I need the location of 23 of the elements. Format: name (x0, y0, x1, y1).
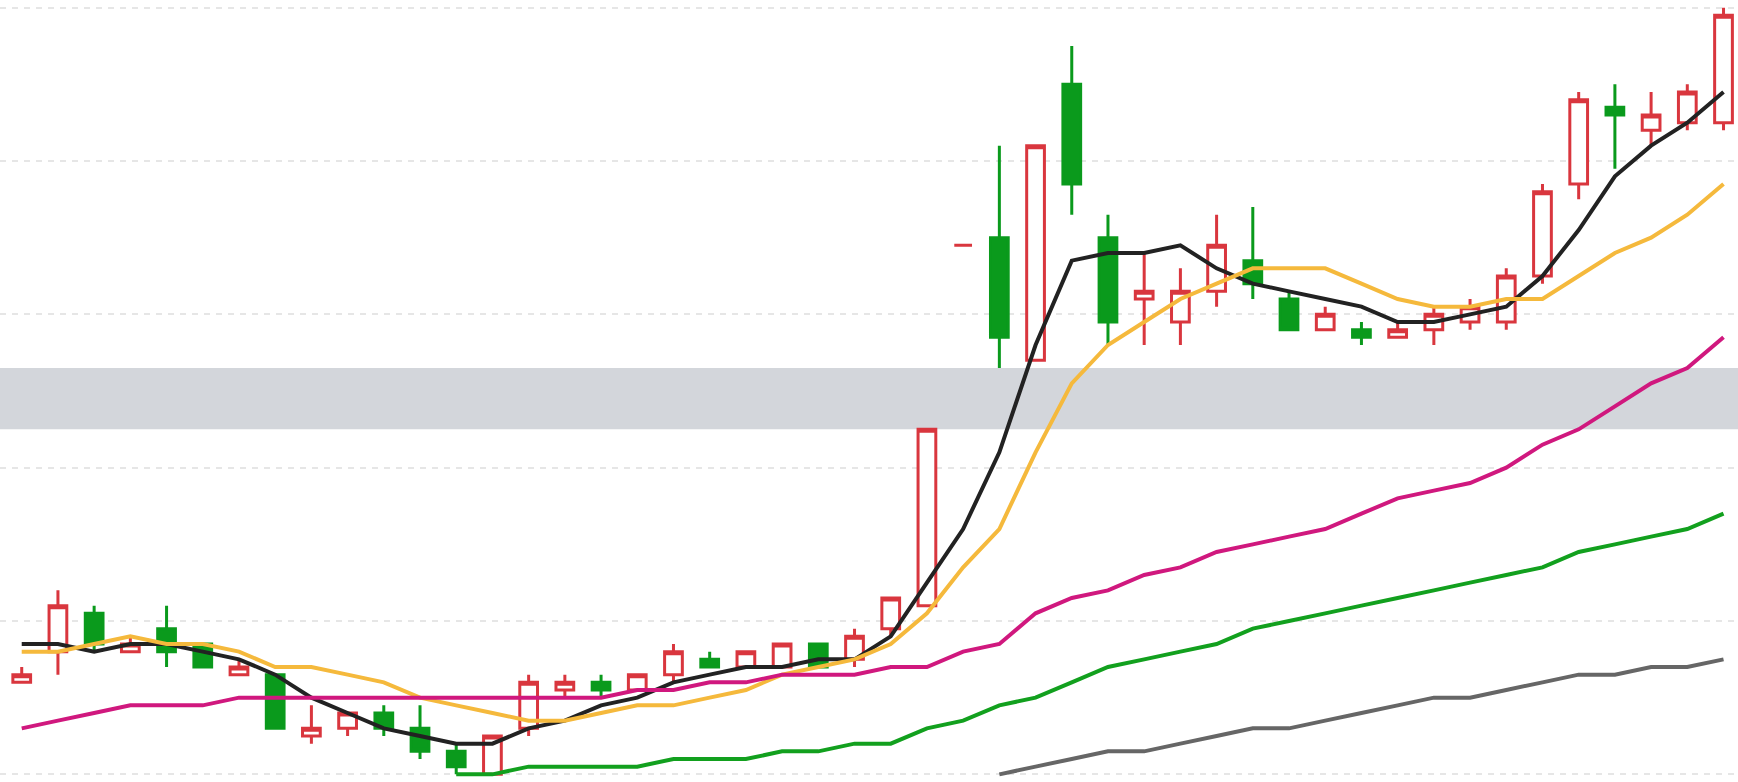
candlestick (1640, 90, 1662, 148)
candlestick (554, 673, 576, 700)
candlestick (880, 596, 902, 638)
candlestick (11, 665, 33, 684)
candlestick (1676, 82, 1698, 132)
candlestick (1314, 305, 1336, 332)
candlestick (1568, 90, 1590, 201)
candlestick (301, 703, 322, 746)
candlestick (1604, 82, 1626, 171)
candlestick (1387, 320, 1409, 339)
candlestick (1025, 144, 1046, 362)
candlestick (916, 427, 938, 608)
candlestick (663, 642, 684, 684)
candlestick (1133, 251, 1155, 347)
candlestick (1097, 213, 1119, 347)
candlestick (988, 144, 1010, 370)
candlestick (699, 650, 721, 669)
candlestick (590, 673, 612, 700)
candlestick (1532, 182, 1553, 286)
candlestick (1351, 320, 1372, 347)
candlestick (1061, 44, 1083, 217)
candlestick (83, 604, 105, 654)
candlestick (1278, 289, 1300, 332)
